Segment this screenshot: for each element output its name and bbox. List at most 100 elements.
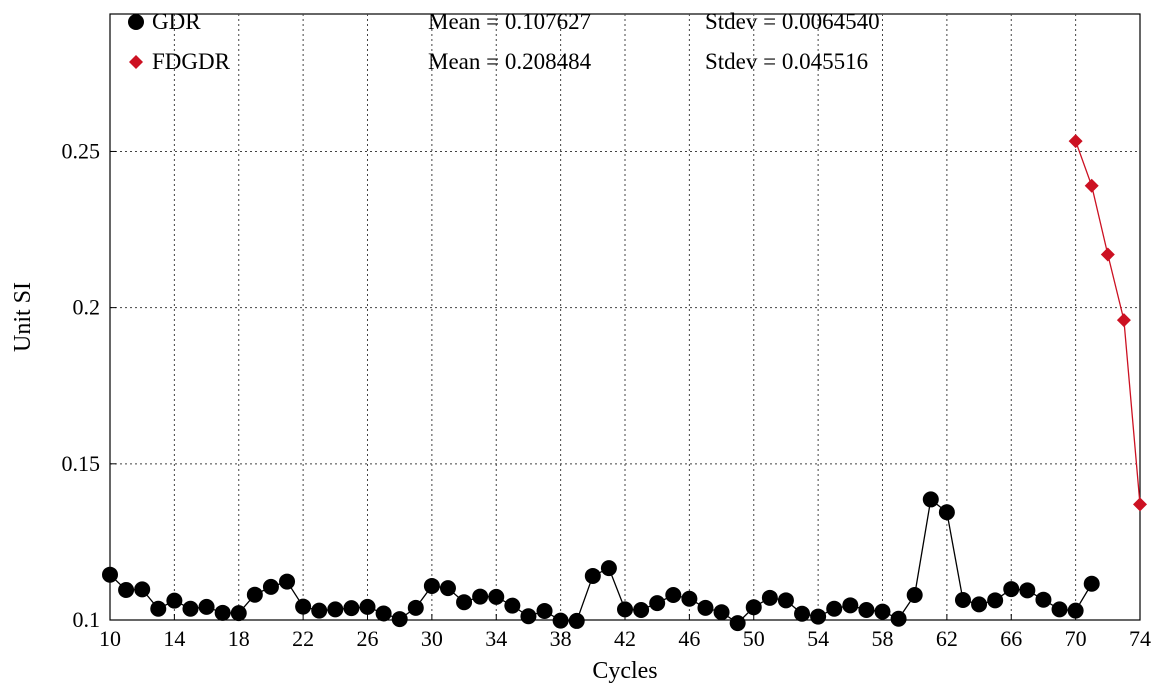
y-tick-label: 0.25 — [62, 138, 101, 163]
y-axis-ticks: 0.1 0.15 0.2 0.25 — [62, 138, 116, 632]
data-point-gdr — [520, 608, 537, 625]
data-point-gdr — [1067, 602, 1084, 619]
data-point-gdr — [826, 600, 843, 617]
legend-entry-gdr: GDR Mean = 0.107627 Stdev = 0.0064540 — [128, 9, 880, 34]
data-point-gdr — [874, 603, 891, 620]
x-tick-label: 54 — [807, 626, 829, 651]
data-point-gdr — [359, 598, 376, 615]
x-tick-label: 38 — [550, 626, 572, 651]
y-tick-label: 0.2 — [73, 295, 101, 320]
data-point-fdgdr — [1068, 134, 1083, 149]
data-point-gdr — [681, 590, 698, 607]
data-point-gdr — [198, 598, 215, 615]
data-point-gdr — [488, 588, 505, 605]
data-point-gdr — [456, 594, 473, 611]
data-point-gdr — [472, 588, 489, 605]
legend-label-gdr: GDR — [152, 9, 201, 34]
data-point-gdr — [922, 491, 939, 508]
y-axis-label: Unit SI — [10, 282, 36, 352]
x-tick-label: 10 — [99, 626, 121, 651]
data-point-gdr — [166, 592, 183, 609]
data-point-gdr — [439, 580, 456, 597]
data-point-gdr — [230, 605, 247, 622]
data-point-gdr — [295, 598, 312, 615]
grid-lines — [110, 14, 1140, 620]
y-tick-label: 0.1 — [73, 607, 101, 632]
data-point-gdr — [890, 610, 907, 627]
data-point-gdr — [665, 587, 682, 604]
data-point-gdr — [729, 615, 746, 632]
data-point-gdr — [777, 592, 794, 609]
legend-marker-gdr — [128, 14, 144, 30]
x-axis-label: Cycles — [592, 658, 657, 684]
data-point-gdr — [407, 599, 424, 616]
data-point-gdr — [633, 602, 650, 619]
data-point-gdr — [649, 595, 666, 612]
x-tick-label: 18 — [228, 626, 250, 651]
data-point-gdr — [343, 600, 360, 617]
data-point-gdr — [1035, 591, 1052, 608]
data-point-fdgdr — [1133, 497, 1147, 512]
data-point-gdr — [118, 582, 135, 599]
x-axis-ticks: 10 14 18 22 26 30 34 38 42 46 50 54 58 62 66 70 74 — [99, 614, 1151, 651]
data-point-gdr — [1051, 601, 1068, 618]
data-point-gdr — [713, 604, 730, 621]
data-point-gdr — [745, 599, 762, 616]
x-tick-label: 58 — [872, 626, 894, 651]
x-tick-label: 74 — [1129, 626, 1151, 651]
x-tick-label: 34 — [485, 626, 507, 651]
data-point-gdr — [568, 612, 585, 629]
data-point-gdr — [600, 560, 617, 577]
data-point-gdr — [858, 602, 875, 619]
data-point-gdr — [697, 599, 714, 616]
data-point-gdr — [1003, 581, 1020, 598]
data-point-gdr — [214, 604, 231, 621]
x-tick-label: 42 — [614, 626, 636, 651]
data-point-gdr — [150, 600, 167, 617]
series-layer — [102, 134, 1147, 632]
legend-stdev-gdr: Stdev = 0.0064540 — [705, 9, 880, 34]
data-point-gdr — [504, 597, 521, 614]
series-fdgdr — [1068, 134, 1147, 512]
data-point-gdr — [134, 581, 151, 598]
data-point-gdr — [102, 566, 118, 583]
x-tick-label: 70 — [1065, 626, 1087, 651]
data-point-gdr — [1083, 575, 1100, 592]
x-tick-label: 26 — [357, 626, 379, 651]
x-tick-label: 30 — [421, 626, 443, 651]
data-point-fdgdr — [1116, 313, 1131, 328]
data-point-gdr — [842, 597, 859, 614]
data-point-gdr — [617, 601, 633, 618]
x-tick-label: 62 — [936, 626, 958, 651]
x-tick-label: 50 — [743, 626, 765, 651]
data-point-gdr — [391, 611, 408, 628]
series-line-fdgdr — [1075, 140, 1141, 505]
legend-stdev-fdgdr: Stdev = 0.045516 — [705, 49, 868, 74]
data-point-gdr — [246, 586, 263, 603]
y-tick-label: 0.15 — [62, 451, 101, 476]
data-point-gdr — [971, 596, 988, 613]
legend-label-fdgdr: FDGDR — [152, 49, 231, 74]
data-point-gdr — [536, 602, 553, 619]
data-point-gdr — [938, 504, 955, 521]
data-point-gdr — [954, 592, 971, 609]
data-point-gdr — [552, 612, 569, 629]
legend-mean-fdgdr: Mean = 0.208484 — [428, 49, 592, 74]
data-point-fdgdr — [1084, 178, 1099, 193]
data-point-gdr — [794, 605, 811, 622]
data-point-gdr — [761, 589, 778, 606]
legend-marker-fdgdr — [129, 55, 143, 69]
data-point-gdr — [423, 577, 440, 594]
data-point-gdr — [262, 578, 279, 595]
data-point-gdr — [279, 573, 296, 590]
legend-mean-gdr: Mean = 0.107627 — [428, 9, 591, 34]
data-point-gdr — [584, 567, 601, 584]
data-point-gdr — [327, 601, 344, 618]
data-point-gdr — [182, 600, 199, 617]
data-point-gdr — [375, 605, 392, 622]
legend: GDR Mean = 0.107627 Stdev = 0.0064540 FD… — [128, 9, 880, 74]
data-point-gdr — [1019, 582, 1036, 599]
data-point-fdgdr — [1100, 247, 1115, 262]
